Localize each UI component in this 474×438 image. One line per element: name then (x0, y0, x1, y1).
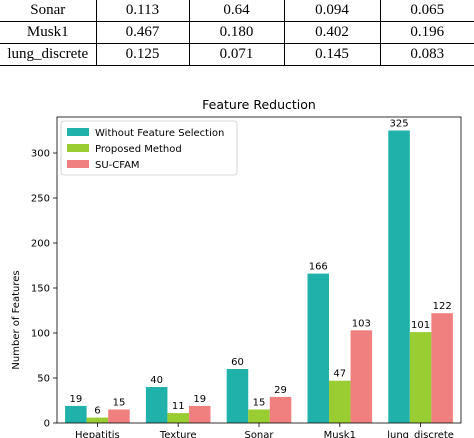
legend-swatch (67, 144, 89, 152)
data-label: 19 (193, 394, 206, 405)
data-label: 325 (390, 119, 409, 130)
data-label: 6 (94, 406, 100, 417)
y-axis-label: Number of Features (11, 270, 22, 369)
table-cell: 0.083 (379, 43, 474, 66)
y-tick-label: 50 (37, 374, 50, 385)
bar-Texture-1 (167, 413, 189, 423)
table-cell: 0.467 (95, 21, 190, 44)
table-row: Musk1 0.467 0.180 0.402 0.196 (0, 21, 474, 44)
bar-lung_discrete-0 (388, 130, 410, 423)
plot-frame (56, 116, 462, 424)
x-tick-label: Texture (159, 430, 197, 438)
data-label: 47 (333, 369, 346, 380)
y-tick-label: 200 (31, 239, 50, 250)
bar-Musk1-1 (329, 380, 351, 423)
bar-Sonar-0 (226, 369, 249, 423)
data-label: 166 (309, 262, 328, 273)
bar-lung_discrete-2 (431, 313, 453, 423)
legend-box (60, 120, 238, 176)
data-label: 103 (352, 318, 371, 329)
y-tick-label: 150 (31, 284, 50, 295)
legend: Without Feature Selection Proposed Method… (60, 120, 238, 176)
bar-Texture-0 (145, 387, 168, 423)
table-cell: Sonar (0, 0, 97, 22)
data-label: 40 (150, 375, 163, 386)
bar-Hepatitis-0 (65, 405, 87, 423)
table-cell: 0.145 (283, 43, 381, 66)
bar-Musk1-2 (350, 330, 373, 423)
table-cell: lung_discrete (0, 43, 97, 66)
data-label: 19 (69, 394, 82, 405)
bar-Sonar-1 (248, 409, 270, 423)
chart-title: Feature Reduction (202, 97, 316, 112)
y-tick-label: 300 (31, 149, 50, 160)
bar-lung_discrete-1 (409, 332, 432, 423)
results-table: Sonar 0.113 0.64 0.094 0.065 Musk1 0.467… (0, 0, 474, 66)
data-label: 122 (433, 301, 452, 312)
table-cell: Musk1 (0, 21, 97, 44)
table-cell: 0.071 (188, 43, 285, 66)
table-cell: 0.113 (95, 0, 190, 22)
table-row: Sonar 0.113 0.64 0.094 0.065 (0, 0, 474, 22)
x-tick-label: Sonar (244, 430, 274, 438)
table-cell: 0.180 (188, 21, 285, 44)
y-tick-label: 100 (31, 329, 50, 340)
legend-swatch (67, 128, 89, 136)
table-cell: 0.094 (283, 0, 381, 22)
table-cell: 0.065 (379, 0, 474, 22)
data-label: 29 (274, 385, 287, 396)
axes-layer: Hepatitis Texture Sonar Musk1 lung_discrete 0… (31, 116, 462, 438)
bar-Sonar-2 (269, 396, 292, 423)
x-tick-label: Hepatitis (75, 430, 120, 438)
legend-swatch (67, 160, 89, 168)
data-label: 15 (113, 398, 126, 409)
legend-label: Proposed Method (95, 144, 182, 155)
data-label: 101 (411, 320, 430, 331)
x-tick-label: Musk1 (324, 430, 356, 438)
x-tick-label: lung_discrete (387, 430, 454, 438)
feature-reduction-chart: Feature Reduction Number of Features 19 6… (11, 97, 462, 438)
table-row: lung_discrete 0.125 0.071 0.145 0.083 (0, 43, 474, 66)
bar-Musk1-0 (307, 273, 330, 423)
y-tick-label: 250 (31, 194, 50, 205)
bar-Hepatitis-2 (108, 409, 130, 423)
bar-Texture-2 (188, 405, 211, 423)
data-label: 60 (231, 357, 244, 368)
legend-label: Without Feature Selection (95, 128, 224, 139)
legend-label: SU-CFAM (95, 160, 140, 171)
table-cell: 0.402 (283, 21, 381, 44)
y-tick-label: 0 (44, 419, 50, 430)
data-label: 15 (253, 398, 266, 409)
table-cell: 0.125 (95, 43, 190, 66)
bar-Hepatitis-1 (86, 417, 109, 423)
table-cell: 0.196 (379, 21, 474, 44)
data-label: 11 (172, 401, 185, 412)
table-cell: 0.64 (188, 0, 285, 22)
